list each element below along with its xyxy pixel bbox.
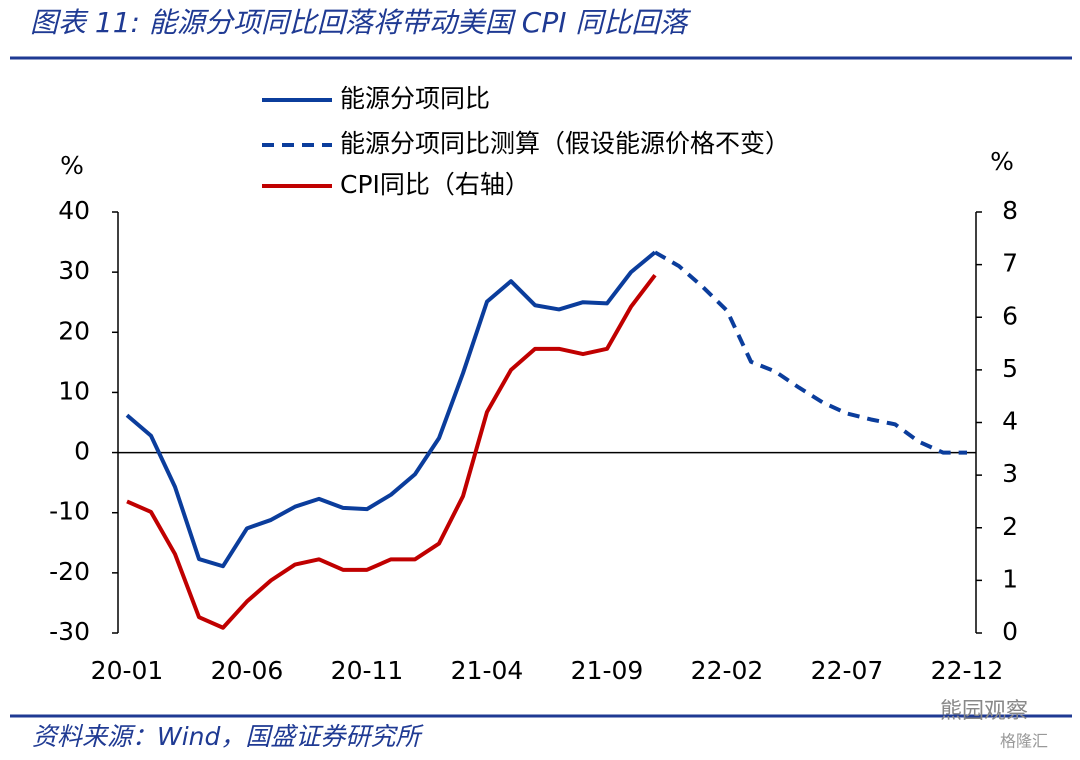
x-tick-label: 22-12 [931,656,1004,685]
y-tick-label: -20 [49,557,90,586]
y2-tick-label: 0 [1002,617,1018,646]
y2-tick-label: 3 [1002,459,1018,488]
series-line [125,250,657,569]
y-tick-label: -30 [49,617,90,646]
x-tick-label: 20-11 [331,656,404,685]
series-line [654,250,967,455]
y2-tick-label: 8 [1002,196,1018,225]
y2-tick-label: 6 [1002,301,1018,330]
watermark: 格隆汇 [1000,732,1048,751]
x-tick-label: 20-06 [211,656,284,685]
x-tick-label: 22-07 [811,656,884,685]
y-tick-label: 0 [74,437,90,466]
legend-label: CPI同比（右轴） [340,170,530,199]
y2-tick-label: 2 [1002,512,1018,541]
y-tick-label: 30 [58,256,90,285]
y2-tick-label: 4 [1002,407,1018,436]
legend-label: 能源分项同比 [340,84,490,113]
x-tick-label: 21-09 [571,656,644,685]
y2-tick-label: 5 [1002,354,1018,383]
x-tick-label: 20-01 [91,656,164,685]
y2-tick-label: 7 [1002,249,1018,278]
x-tick-label: 22-02 [691,656,764,685]
y2-tick-label: 1 [1002,564,1018,593]
x-tick-label: 21-04 [451,656,524,685]
source: 资料来源：Wind，国盛证券研究所 [32,722,424,751]
y-tick-label: 40 [58,196,90,225]
y-tick-label: 10 [58,376,90,405]
y-tick-label: 20 [58,316,90,345]
y2-axis-label: % [990,147,1014,176]
series-line [126,273,657,630]
y-tick-label: -10 [49,497,90,526]
legend-label: 能源分项同比测算（假设能源价格不变） [340,129,790,158]
chart-title: 图表 11: 能源分项同比回落将带动美国 CPI 同比回落 [30,6,691,39]
watermark: 熊园观察 [940,699,1028,724]
y-axis-label: % [60,151,84,180]
